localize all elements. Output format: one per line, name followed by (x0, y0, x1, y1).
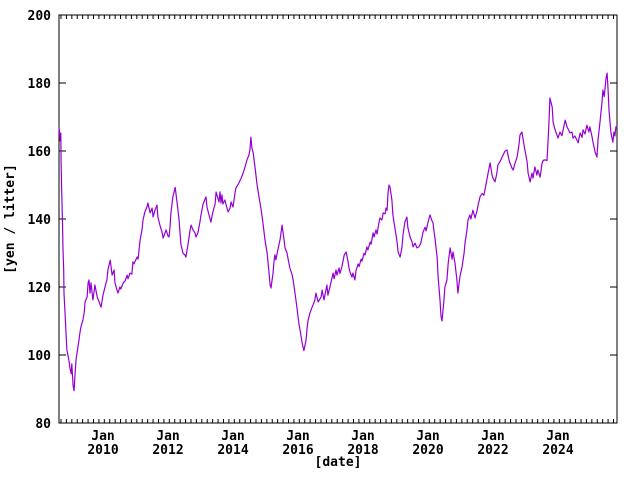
x-tick-label-month: Jan (286, 429, 309, 444)
x-tick-label-month: Jan (156, 429, 179, 444)
x-tick-label-year: 2010 (87, 443, 118, 458)
x-tick-label-month: Jan (221, 429, 244, 444)
x-tick-label-year: 2022 (477, 443, 508, 458)
x-axis-title: [date] (315, 455, 362, 470)
x-tick-label-year: 2020 (412, 443, 443, 458)
y-tick-label: 80 (35, 417, 51, 432)
x-tick-label-month: Jan (481, 429, 504, 444)
y-tick-label: 200 (28, 9, 52, 24)
x-tick-label-year: 2024 (542, 443, 573, 458)
x-tick-label-month: Jan (416, 429, 439, 444)
y-tick-label: 120 (28, 281, 52, 296)
x-axis-tick-labels: Jan2010Jan2012Jan2014Jan2016Jan2018Jan20… (87, 429, 573, 458)
price-line-series (58, 72, 618, 392)
y-axis-ticks (59, 14, 617, 424)
x-tick-label-month: Jan (546, 429, 569, 444)
x-tick-label-year: 2012 (152, 443, 183, 458)
x-tick-label-year: 2018 (347, 443, 378, 458)
x-tick-label-month: Jan (91, 429, 114, 444)
price-line (58, 72, 618, 392)
y-tick-label: 140 (28, 213, 52, 228)
y-tick-label: 160 (28, 145, 52, 160)
x-tick-label-year: 2016 (282, 443, 313, 458)
x-tick-label-month: Jan (351, 429, 374, 444)
y-tick-label: 100 (28, 349, 52, 364)
x-axis-ticks (60, 15, 614, 423)
y-tick-label: 180 (28, 77, 52, 92)
x-tick-label-year: 2014 (217, 443, 248, 458)
y-axis-tick-labels: 80 100 120 140 160 180 200 (28, 9, 52, 432)
y-axis-title: [yen / litter] (3, 164, 18, 274)
